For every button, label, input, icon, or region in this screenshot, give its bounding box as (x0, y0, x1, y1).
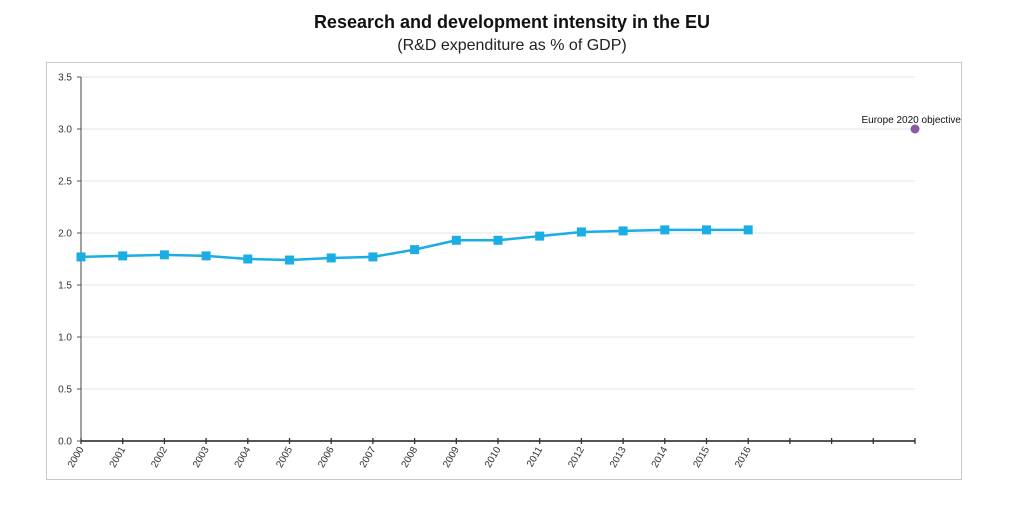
x-tick-label: 2012 (566, 445, 587, 470)
x-tick-label: 2016 (733, 445, 754, 470)
series-r-d-intensity (76, 225, 753, 265)
data-point (243, 254, 253, 264)
data-point (368, 252, 378, 262)
data-point (618, 226, 628, 236)
x-tick-label: 2011 (525, 445, 545, 470)
y-tick-label: 0.5 (58, 385, 72, 396)
x-tick-label: 2002 (149, 445, 170, 470)
data-point (159, 250, 169, 260)
series-europe-2020-objective (910, 124, 920, 134)
x-tick-label: 2006 (316, 445, 337, 470)
x-axis: 2000 2001 2002 2003 2004 2005 2006 2007 2008 2009… (66, 438, 916, 470)
data-point (451, 235, 461, 245)
y-tick-label: 3.0 (58, 125, 72, 136)
data-point (410, 245, 420, 255)
data-point (493, 235, 503, 245)
y-tick-label: 2.5 (58, 177, 72, 188)
chart-frame (46, 62, 962, 480)
data-point (201, 251, 211, 261)
data-point (535, 231, 545, 241)
data-point (910, 124, 920, 134)
x-tick-label: 2005 (274, 445, 295, 470)
y-tick-label: 0.0 (58, 437, 72, 448)
data-point (660, 225, 670, 235)
data-point (702, 225, 711, 235)
x-tick-label: 2003 (191, 445, 212, 470)
gridlines (81, 76, 915, 390)
data-point (285, 255, 294, 265)
series-layer (76, 124, 920, 265)
chart-subtitle: (R&D expenditure as % of GDP) (397, 37, 627, 54)
x-tick-label: 2008 (400, 445, 421, 470)
data-point (743, 225, 753, 235)
annotation-label: Europe 2020 objective (861, 115, 961, 126)
x-tick-label: 2014 (650, 445, 671, 470)
data-point (576, 227, 586, 237)
x-tick-label: 2004 (233, 445, 254, 470)
data-point (76, 252, 86, 262)
y-tick-label: 1.5 (58, 281, 72, 292)
x-tick-label: 2001 (108, 445, 129, 470)
x-tick-label: 2013 (608, 445, 629, 470)
y-tick-label: 3.5 (58, 73, 72, 84)
y-tick-label: 2.0 (58, 229, 72, 240)
x-tick-label: 2000 (66, 445, 87, 470)
y-tick-label: 1.0 (58, 333, 72, 344)
series-line (80, 228, 749, 262)
annotations: Europe 2020 objective (861, 115, 961, 126)
x-tick-label: 2010 (483, 445, 504, 470)
x-tick-label: 2009 (441, 445, 462, 470)
x-tick-label: 2007 (358, 445, 379, 470)
chart-title: Research and development intensity in th… (313, 12, 711, 32)
x-tick-label: 2015 (691, 445, 712, 470)
data-point (118, 251, 128, 261)
data-point (326, 253, 336, 263)
